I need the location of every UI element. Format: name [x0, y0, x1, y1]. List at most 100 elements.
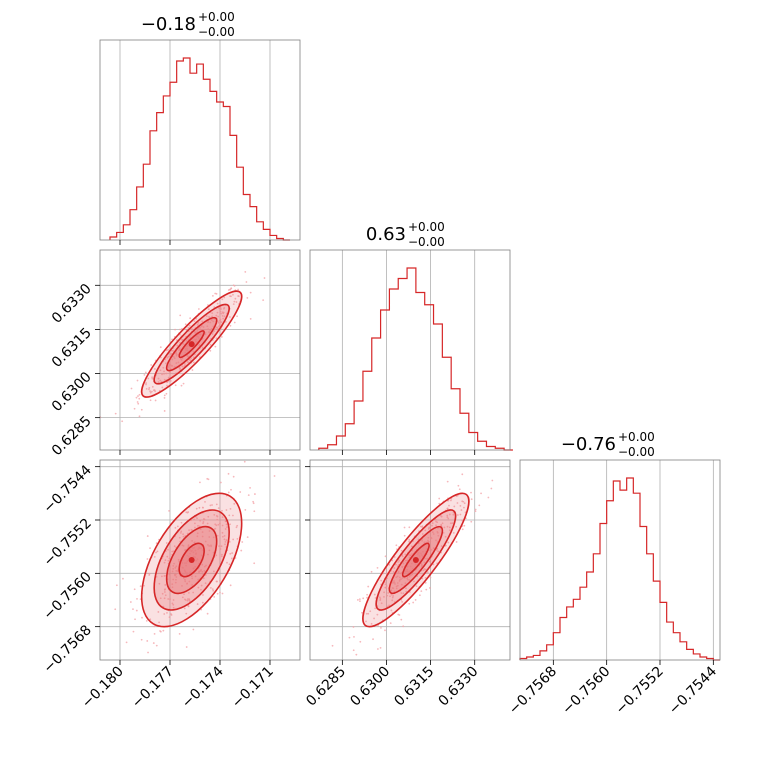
sample-point: [470, 520, 473, 523]
sample-point: [184, 578, 186, 581]
sample-point: [138, 397, 141, 400]
sample-point: [237, 288, 240, 291]
sample-point: [171, 358, 174, 361]
sample-point: [487, 496, 490, 499]
sample-point: [196, 532, 199, 535]
sample-point: [182, 535, 185, 538]
sample-point: [461, 473, 464, 476]
sample-point: [428, 560, 431, 563]
x-tick-label: −0.7544: [666, 663, 720, 717]
sample-point: [397, 613, 400, 616]
sample-point: [353, 635, 355, 638]
sample-point: [379, 596, 381, 599]
sample-point: [246, 297, 249, 299]
sample-point: [424, 576, 427, 579]
sample-point: [199, 519, 202, 522]
sample-point: [161, 373, 163, 376]
sample-point: [181, 596, 184, 599]
sample-point: [201, 563, 204, 566]
sample-point: [169, 379, 172, 382]
sample-point: [369, 610, 372, 613]
sample-point: [221, 509, 223, 512]
sample-point: [220, 336, 223, 338]
sample-point: [211, 295, 214, 297]
sample-point: [161, 386, 164, 389]
sample-point: [239, 491, 242, 493]
sample-point: [426, 539, 429, 542]
sample-point: [212, 570, 215, 573]
sample-point: [149, 391, 152, 394]
sample-point: [459, 504, 462, 507]
sample-point: [423, 568, 426, 570]
sample-point: [436, 530, 439, 533]
sample-point: [480, 492, 482, 495]
sample-point: [171, 338, 173, 341]
sample-point: [432, 547, 435, 549]
sample-point: [156, 550, 159, 553]
sample-point: [408, 540, 411, 543]
sample-point: [449, 529, 451, 532]
x-tick-label: 0.6315: [391, 664, 437, 710]
sample-point: [188, 324, 191, 327]
sample-point: [215, 292, 218, 295]
sample-point: [444, 535, 447, 538]
sample-point: [228, 541, 231, 543]
histogram-2: [519, 477, 720, 661]
sample-point: [172, 578, 175, 581]
sample-point: [148, 386, 151, 389]
sample-point: [470, 491, 472, 494]
sample-point: [192, 361, 195, 364]
sample-point: [230, 557, 233, 560]
sample-point: [165, 542, 168, 544]
sample-point: [348, 636, 351, 639]
density-peak: [188, 341, 195, 348]
sample-point: [219, 548, 222, 550]
sample-point: [460, 509, 463, 511]
sample-point: [197, 524, 199, 527]
sample-point: [148, 572, 151, 575]
sample-point: [175, 362, 178, 364]
sample-point: [175, 351, 177, 354]
sample-point: [405, 587, 407, 590]
sample-point: [138, 415, 141, 418]
sample-point: [230, 488, 232, 491]
sample-point: [400, 618, 403, 621]
sample-point: [178, 536, 181, 539]
sample-point: [160, 380, 163, 383]
sample-point: [219, 580, 221, 582]
sample-point: [208, 545, 211, 547]
sample-point: [367, 612, 370, 615]
sample-point: [403, 534, 406, 537]
sample-point: [224, 543, 226, 546]
sample-point: [448, 526, 451, 529]
sample-point: [397, 571, 400, 574]
sample-point: [176, 688, 178, 690]
x-tick-label: −0.180: [79, 664, 127, 712]
sample-point: [130, 387, 133, 390]
sample-point: [437, 534, 440, 537]
sample-point: [380, 627, 382, 629]
sample-point: [198, 571, 200, 574]
sample-point: [163, 588, 166, 591]
sample-point: [401, 577, 404, 579]
sample-point: [228, 563, 231, 566]
sample-point: [224, 540, 227, 543]
sample-point: [402, 625, 405, 628]
sample-point: [166, 555, 169, 558]
sample-point: [153, 625, 156, 628]
sample-point: [215, 337, 218, 340]
y-tick-label: 0.6330: [49, 281, 95, 327]
sample-point: [163, 597, 166, 600]
sample-point: [162, 629, 165, 632]
sample-point: [205, 315, 208, 317]
sample-point: [388, 563, 391, 566]
sample-point: [374, 607, 377, 610]
panel-2-1: [310, 460, 510, 660]
sample-point: [200, 588, 202, 591]
sample-point: [220, 555, 223, 558]
sample-point: [359, 640, 362, 643]
sample-point: [180, 521, 183, 524]
sample-point: [152, 389, 155, 392]
sample-point: [245, 281, 248, 283]
sample-point: [224, 321, 227, 323]
